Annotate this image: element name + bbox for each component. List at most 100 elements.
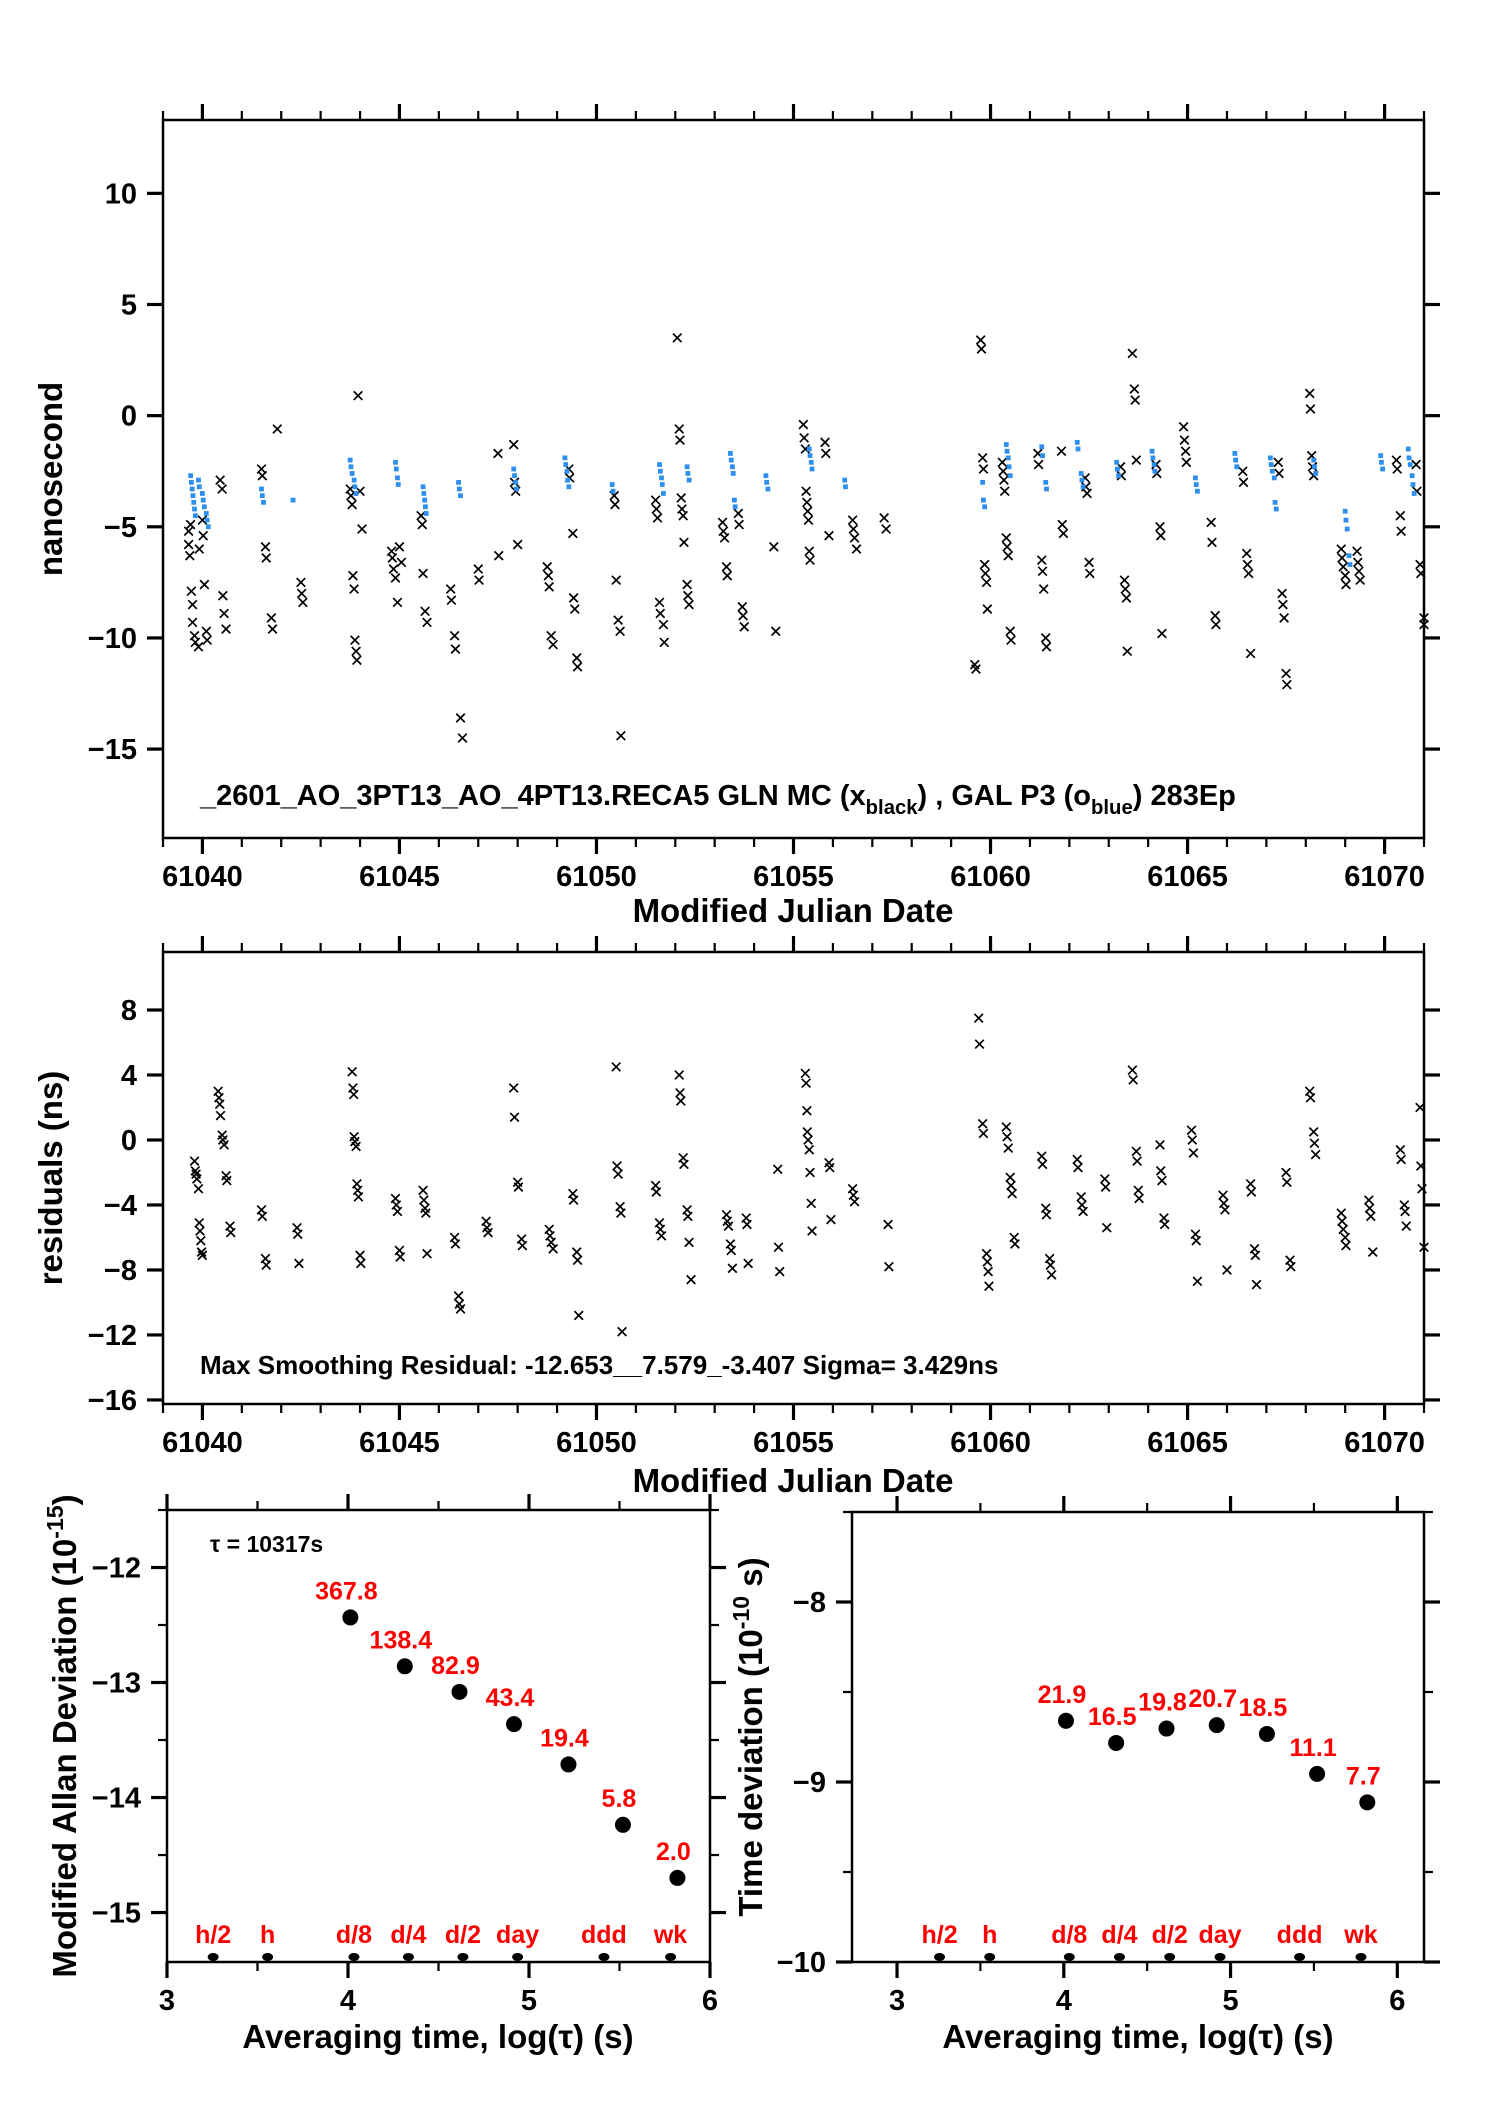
averaging-time-label: h/2 [921,1921,957,1949]
scatter-point-gln-mc [722,570,733,581]
scatter-point-gal-p3 [201,504,207,510]
panel-time-deviation: 3 4 5 6 −8 −9 −10 21.916.519.8 20.7 18.511.1 7.7 h/… [777,1496,1440,2017]
scatter-point-gal-p3 [205,524,211,530]
scatter-point-gal-p3 [1074,439,1080,445]
scatter-point-gal-p3 [456,479,461,485]
scatter-point-gln-mc [800,444,811,454]
text-segment: ) , GAL P3 (o [918,780,1091,812]
scatter-point-gal-p3 [191,499,197,505]
scatter-point-gln-mc [1131,455,1142,466]
scatter-point-gal-p3 [513,479,519,485]
scatter-point-gal-p3 [728,457,734,463]
scatter-point-gal-p3 [1075,446,1081,452]
scatter-point-gal-p3 [1080,484,1086,490]
y-tick-label: −10 [777,1947,826,1979]
scatter-point-smoothing-residuals [613,1169,624,1180]
scatter-point-smoothing-residuals [800,1068,811,1079]
scatter-point-gln-mc [186,586,197,597]
mdev-y-axis-title: Modified Allan Deviation (10-15​) [42,1494,83,1977]
scatter-point-gln-mc [1002,541,1012,552]
scatter-point-gln-mc [348,570,358,581]
tdev-x-axis-title: Averaging time, log(τ) (s) [942,2018,1333,2055]
y-tick-label: 8 [121,995,137,1027]
scatter-point-gal-p3 [765,486,771,492]
scatter-point-smoothing-residuals [1281,1177,1292,1188]
scatter-point-smoothing-residuals [509,1112,520,1123]
x-tick-label: 61045 [359,861,440,893]
scatter-point-gln-mc [297,597,308,608]
scatter-point-gln-mc [260,541,271,552]
scatter-point-gln-mc [682,590,693,601]
scatter-point-smoothing-residuals [1010,1239,1020,1249]
scatter-point-gln-mc [1038,584,1049,594]
scatter-point-gal-p3 [514,486,519,492]
tau-annotation: τ = 10317s [210,1531,323,1557]
scatter-point-gln-mc [1040,633,1051,643]
scatter-point-gal-p3 [1267,455,1273,461]
scatter-point-smoothing-residuals [1155,1165,1166,1176]
scatter-point-gal-p3 [422,497,428,503]
scatter-point-smoothing-residuals [517,1240,528,1251]
scatter-point-gal-p3 [1312,464,1317,470]
scatter-point-smoothing-residuals [1132,1156,1143,1167]
deviation-point [1057,1712,1074,1729]
scatter-point-smoothing-residuals [973,1013,984,1024]
y-tick-label: −4 [104,1190,137,1222]
scatter-point-smoothing-residuals [422,1248,432,1259]
scatter-point-gal-p3 [1269,468,1275,474]
scatter-point-gal-p3 [261,499,266,505]
scatter-point-gal-p3 [348,464,354,470]
scatter-point-smoothing-residuals [826,1214,836,1225]
scatter-point-gal-p3 [456,486,462,492]
text-segment: _2601_AO_3PT13_AO_4PT13.RECA5 GLN MC (x [199,780,866,812]
scatter-point-gal-p3 [1151,462,1157,467]
scatter-point-gln-mc [493,448,503,459]
scatter-point-smoothing-residuals [1365,1211,1376,1222]
scatter-point-gal-p3 [731,497,737,503]
x-tick-label: 61050 [556,861,637,893]
scatter-point-smoothing-residuals [355,1258,366,1269]
scatter-point-smoothing-residuals [1220,1204,1230,1215]
scatter-point-smoothing-residuals [1400,1206,1410,1217]
scatter-point-smoothing-residuals [1046,1269,1057,1280]
scatter-point-gln-mc [739,621,750,632]
scatter-point-gln-mc [1179,435,1190,446]
scatter-point-gal-p3 [809,466,815,472]
scatter-point-gln-mc [615,730,626,741]
scatter-point-gal-p3 [732,504,738,510]
scatter-point-gln-mc [676,492,687,503]
deviation-value-label: 11.1 [1289,1734,1336,1762]
scatter-point-smoothing-residuals [1133,1185,1144,1196]
scatter-point-gal-p3 [1149,448,1155,454]
scatter-point-smoothing-residuals [1396,1154,1407,1165]
scatter-point-smoothing-residuals [974,1039,985,1050]
scatter-point-gln-mc [1352,557,1363,568]
scatter-point-smoothing-residuals [807,1226,817,1236]
x-tick-label: 61045 [359,1427,440,1459]
deviation-value-label: 2.0 [656,1838,691,1866]
averaging-time-marker [1063,1953,1075,1961]
scatter-point-gal-p3 [1114,459,1120,465]
scatter-point-smoothing-residuals [675,1087,685,1098]
scatter-point-gal-p3 [1078,471,1084,476]
scatter-point-gal-p3 [730,471,736,476]
scatter-point-gln-mc [674,424,685,434]
scatter-point-smoothing-residuals [1007,1188,1018,1199]
plot-frame [850,1510,1426,1964]
scatter-point-smoothing-residuals [483,1227,494,1238]
deviation-value-label: 7.7 [1346,1762,1381,1790]
scatter-point-smoothing-residuals [1251,1279,1262,1290]
y-tick-label: −10 [88,623,137,655]
averaging-time-label: d/4 [390,1921,426,1949]
scatter-point-gln-mc [546,630,557,641]
scatter-point-gal-p3 [1115,466,1120,472]
scatter-point-smoothing-residuals [1002,1131,1012,1142]
scatter-point-smoothing-residuals [978,1128,989,1139]
averaging-time-label: wk [653,1921,687,1949]
scatter-point-gln-mc [801,497,812,508]
scatter-point-gal-p3 [1347,562,1353,567]
scatter-point-gln-mc [1337,553,1347,563]
scatter-point-smoothing-residuals [1128,1074,1139,1085]
scatter-point-gal-p3 [200,491,205,496]
